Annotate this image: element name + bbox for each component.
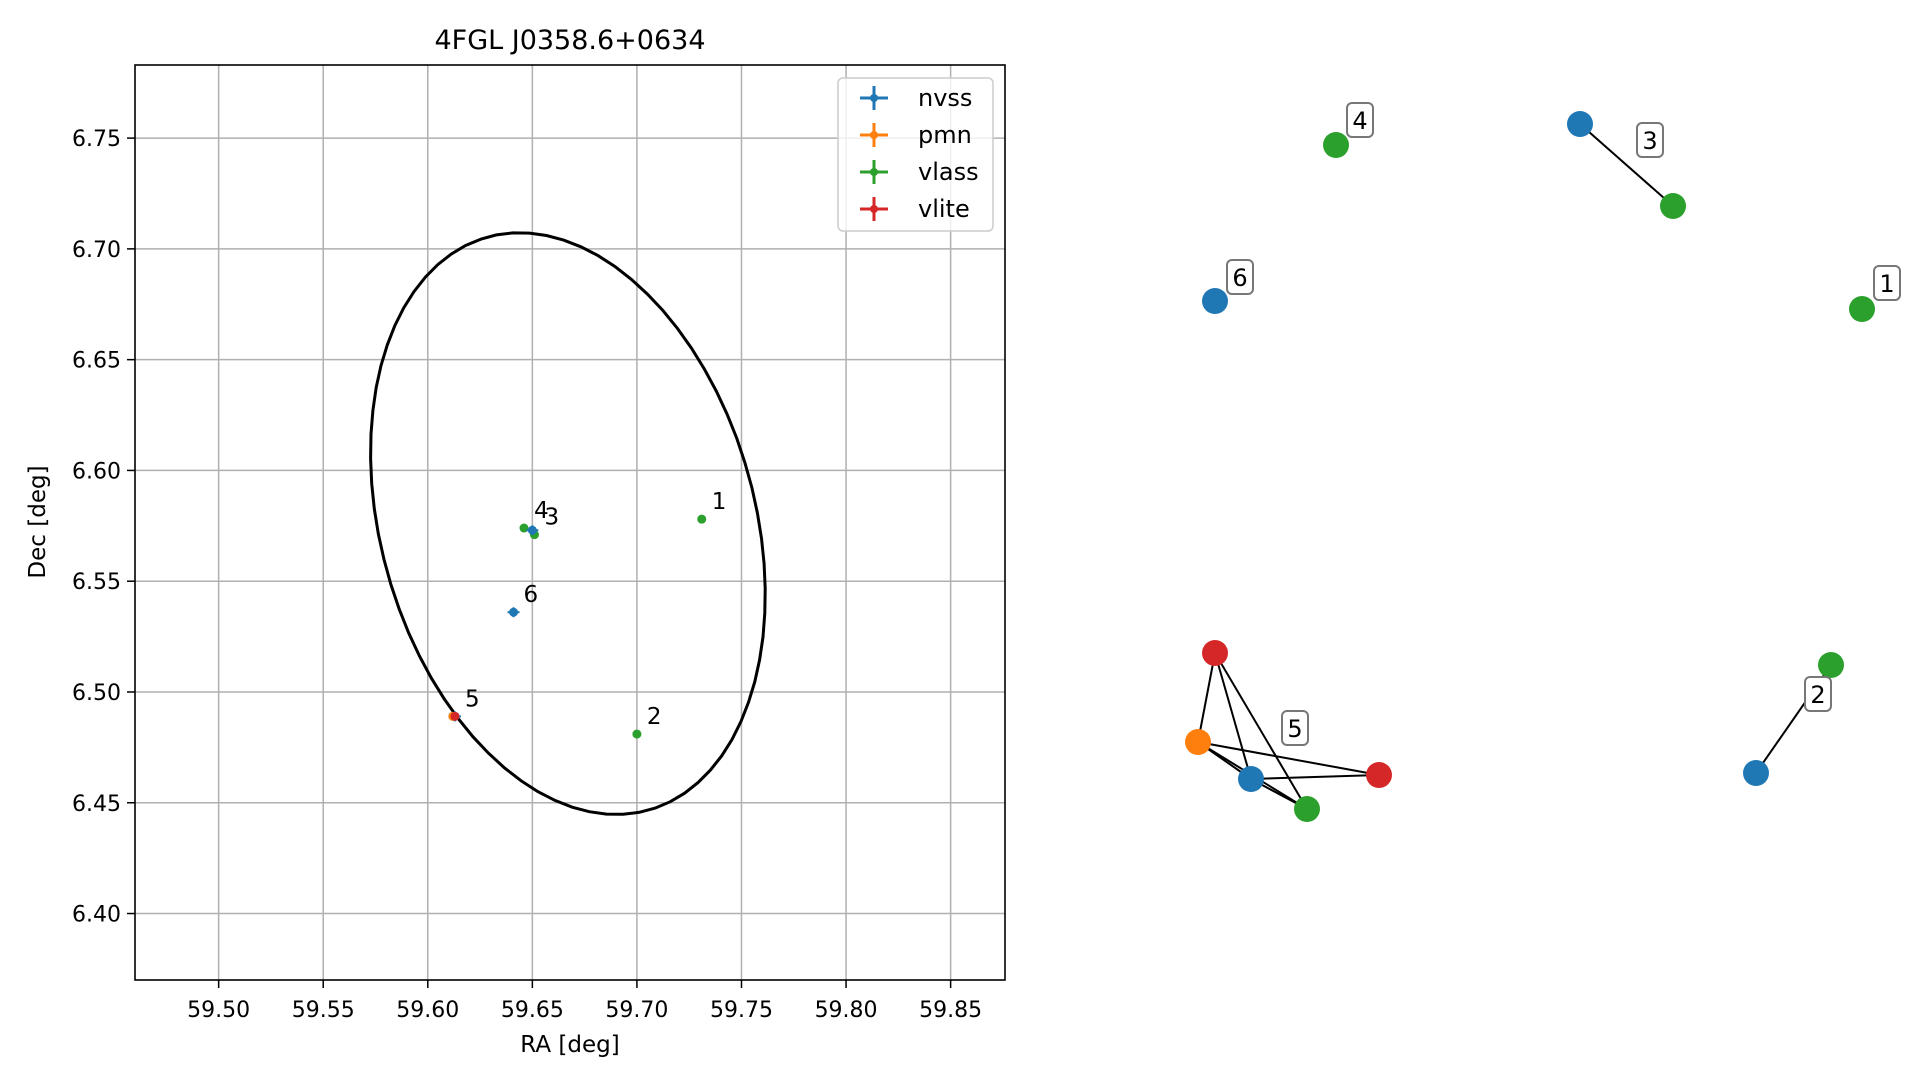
y-tick-label: 6.50 — [72, 681, 121, 706]
y-tick-label: 6.60 — [72, 459, 121, 484]
group-label: 6 — [1232, 264, 1247, 292]
point-label: 4 — [534, 498, 549, 524]
y-ticks: 6.40 6.45 6.50 6.55 6.60 6.65 6.70 6.75 — [72, 127, 135, 928]
network-node-vlass — [1849, 296, 1875, 322]
plot-frame — [134, 64, 1006, 981]
network-edge — [1579, 123, 1674, 207]
group-label-box — [1226, 259, 1254, 295]
point-label: 3 — [544, 505, 559, 531]
y-axis-label: Dec [deg] — [25, 465, 51, 578]
point-label: 6 — [524, 582, 539, 608]
group-label: 5 — [1287, 715, 1302, 743]
network-node-vlite — [1366, 762, 1392, 788]
legend-marker-vlass — [870, 168, 878, 176]
data-points — [448, 514, 707, 739]
data-point-nvss — [509, 607, 519, 617]
legend-box — [837, 77, 994, 232]
network-edge — [1197, 741, 1380, 776]
network-node-nvss — [1238, 766, 1264, 792]
network-edge — [1214, 652, 1308, 810]
group-label: 3 — [1642, 127, 1657, 155]
chart-title: 4FGL J0358.6+0634 — [434, 25, 705, 56]
x-tick-label: 59.60 — [396, 998, 459, 1023]
x-tick-label: 59.65 — [501, 998, 564, 1023]
network-node-nvss — [1202, 288, 1228, 314]
network-node-pmn — [1185, 729, 1211, 755]
x-ticks: 59.50 59.55 59.60 59.65 59.70 59.75 59.80 59.85 — [187, 980, 982, 1023]
point-labels: 1 2 34 5 6 — [465, 489, 726, 730]
localization-ellipse — [369, 231, 767, 816]
x-tick-label: 59.75 — [710, 998, 773, 1023]
network-edge — [1197, 652, 1216, 743]
legend-marker-pmn — [870, 131, 878, 139]
group-label-box — [1804, 676, 1832, 712]
network-graph: 1 2 3 4 5 6 — [1185, 102, 1901, 822]
legend-marker-nvss — [870, 94, 878, 102]
network-node-vlass — [1294, 796, 1320, 822]
network-node-vlass — [1660, 193, 1686, 219]
network-edge — [1214, 652, 1252, 780]
y-tick-label: 6.65 — [72, 349, 121, 374]
point-label: 2 — [647, 704, 662, 730]
x-tick-label: 59.70 — [605, 998, 668, 1023]
data-point-nvss — [527, 525, 537, 535]
group-label-box — [1873, 265, 1901, 301]
point-label: 1 — [712, 489, 727, 515]
group-label: 2 — [1810, 681, 1825, 709]
network-node-nvss — [1743, 760, 1769, 786]
data-point-vlass — [519, 523, 529, 533]
y-tick-label: 6.70 — [72, 238, 121, 263]
network-group-labels: 1 2 3 4 5 6 — [1226, 102, 1901, 746]
y-tick-label: 6.75 — [72, 127, 121, 152]
x-tick-label: 59.50 — [187, 998, 250, 1023]
group-label-box — [1281, 710, 1309, 746]
point-label: 5 — [465, 686, 480, 712]
x-tick-label: 59.85 — [919, 998, 982, 1023]
x-axis-label: RA [deg] — [520, 1032, 619, 1058]
legend-label: vlite — [918, 195, 970, 223]
y-tick-label: 6.40 — [72, 903, 121, 928]
x-tick-label: 59.80 — [815, 998, 878, 1023]
network-node-vlass — [1323, 132, 1349, 158]
legend-label: nvss — [918, 84, 972, 112]
legend-label: vlass — [918, 158, 979, 186]
group-label-box — [1346, 102, 1374, 138]
data-point-vlite — [450, 711, 460, 721]
y-tick-label: 6.55 — [72, 570, 121, 595]
network-nodes — [1185, 111, 1875, 822]
legend-label: pmn — [918, 121, 972, 149]
group-label: 1 — [1879, 270, 1894, 298]
data-point-vlass — [697, 514, 707, 524]
y-tick-label: 6.45 — [72, 792, 121, 817]
group-label-box — [1636, 122, 1664, 158]
network-node-vlass — [1818, 652, 1844, 678]
data-point-vlass — [632, 729, 642, 739]
x-tick-label: 59.55 — [292, 998, 355, 1023]
network-edge — [1250, 774, 1380, 780]
y-gridlines — [135, 137, 1005, 915]
legend: nvss pmn vlass vlite — [837, 77, 994, 232]
network-node-vlite — [1202, 640, 1228, 666]
legend-marker-vlite — [870, 205, 878, 213]
network-node-nvss — [1567, 111, 1593, 137]
group-label: 4 — [1352, 107, 1367, 135]
